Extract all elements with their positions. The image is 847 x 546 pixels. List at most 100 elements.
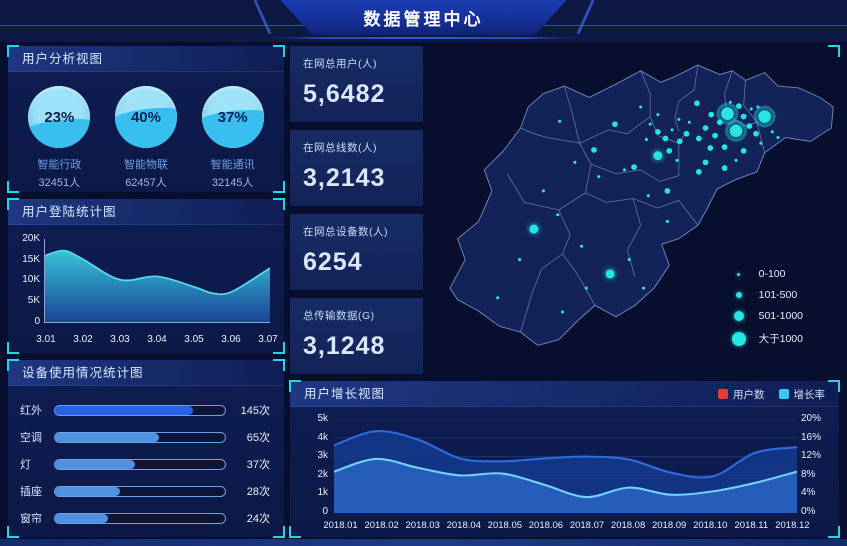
map-data-point xyxy=(631,164,637,170)
growth-chart-legend: 用户数 增长率 xyxy=(718,381,825,407)
map-data-point xyxy=(721,144,728,150)
bar-fill xyxy=(55,432,159,442)
liquid-gauge: 23% 智能行政 32451人 xyxy=(16,86,102,190)
y-tick-label: 4% xyxy=(801,487,816,499)
map-data-point xyxy=(694,100,700,107)
legend-label: 用户数 xyxy=(733,388,765,401)
login-area-chart: 20K 15K 10K 5K 0 xyxy=(8,225,284,353)
x-tick-label: 2018.05 xyxy=(487,520,523,531)
x-tick-label: 2018.01 xyxy=(323,520,358,531)
stats-column: 在网总用户(人) 5,6482 在网总线数(人) 3,2143 在网总设备数(人… xyxy=(290,46,423,374)
content: 用户分析视图 23% 智能行政 32451人 40% 智能物联 62457人 3… xyxy=(7,45,840,538)
stat-label: 在网总用户(人) xyxy=(303,58,377,70)
growth-area-chart: 5k 4k 3k 2k 1k 0 20% 16% 12% 8% 4% 0% 2018.01 2018.… xyxy=(290,407,839,537)
page-title-block: 数据管理中心 xyxy=(280,0,567,35)
map-data-point xyxy=(584,286,588,290)
bar-category-label: 空调 xyxy=(20,432,42,444)
map-data-point xyxy=(728,100,732,104)
map-data-point xyxy=(695,135,702,142)
login-chart-x-axis: 3.01 3.02 3.03 3.04 3.05 3.06 3.07 xyxy=(32,334,282,345)
map-data-point xyxy=(702,125,709,131)
map-legend-item[interactable]: 0-100 xyxy=(731,268,803,280)
panel-user-analysis: 用户分析视图 23% 智能行政 32451人 40% 智能物联 62457人 3… xyxy=(7,45,285,193)
corner-bracket-icon xyxy=(273,526,285,538)
header: 数据管理中心 xyxy=(0,0,847,42)
panel-title-login-stats: 用户登陆统计图 xyxy=(8,198,284,225)
legend-item[interactable]: 用户数 xyxy=(718,387,765,402)
corner-bracket-icon xyxy=(273,342,285,354)
stat-value: 3,1248 xyxy=(303,332,386,360)
gauge-percent: 40% xyxy=(130,108,161,126)
legend-item[interactable]: 增长率 xyxy=(778,387,825,402)
map-data-point xyxy=(721,165,728,171)
bar-value-label: 145次 xyxy=(240,405,270,417)
bar-row: 灯 37次 xyxy=(20,456,270,472)
map-legend-item[interactable]: 大于1000 xyxy=(731,331,803,346)
bar-row: 红外 145次 xyxy=(20,402,270,418)
x-tick-label: 2018.03 xyxy=(405,520,440,531)
map-data-point xyxy=(759,141,763,145)
map-legend-item[interactable]: 101-500 xyxy=(731,289,803,301)
y-tick-label: 20% xyxy=(801,413,822,424)
map-data-point xyxy=(605,269,615,279)
map-data-point xyxy=(776,136,780,140)
bar-value-label: 28次 xyxy=(246,486,270,498)
x-tick-label: 2018.04 xyxy=(446,520,481,531)
x-tick-label: 3.01 xyxy=(36,334,56,345)
y-tick-label: 0 xyxy=(34,315,40,327)
x-tick-label: 3.02 xyxy=(73,334,93,345)
map-data-point xyxy=(656,113,660,117)
y-tick-label: 4k xyxy=(317,431,328,443)
map-data-point xyxy=(654,128,661,135)
gauge-circle: 37% xyxy=(201,86,264,148)
liquid-gauge: 37% 智能通讯 32145人 xyxy=(190,86,276,190)
stat-value: 6254 xyxy=(303,248,363,276)
corner-bracket-icon xyxy=(273,45,285,57)
x-tick-label: 2018.11 xyxy=(734,520,769,531)
map-data-point xyxy=(639,105,643,109)
x-tick-label: 3.04 xyxy=(147,334,167,345)
stat-tile-total-data: 总传输数据(G) 3,1248 xyxy=(290,298,423,374)
footer-strip xyxy=(0,539,847,546)
bar-fill xyxy=(55,405,193,415)
bar-track xyxy=(54,485,226,497)
header-left-slash-decoration xyxy=(252,0,272,34)
x-tick-label: 2018.07 xyxy=(569,520,605,531)
corner-bracket-icon xyxy=(7,180,19,193)
corner-bracket-icon xyxy=(828,526,840,538)
map-data-point xyxy=(734,158,738,162)
gauge-liquid xyxy=(28,128,91,148)
growth-chart-plot xyxy=(334,419,797,513)
map-data-point xyxy=(560,310,565,314)
bar-value-label: 65次 xyxy=(246,432,270,444)
corner-bracket-icon xyxy=(273,180,285,193)
corner-bracket-icon xyxy=(7,342,19,354)
bar-row: 空调 65次 xyxy=(20,429,270,445)
bar-track xyxy=(54,458,226,470)
legend-swatch-icon xyxy=(718,389,728,399)
y-tick-label: 8% xyxy=(801,468,816,480)
gauge-label: 智能行政 xyxy=(37,159,82,171)
gauge-liquid xyxy=(201,120,264,148)
stat-label: 总传输数据(G) xyxy=(303,310,375,322)
login-chart-plot xyxy=(44,238,270,323)
x-tick-label: 3.05 xyxy=(184,334,204,345)
x-tick-label: 2018.12 xyxy=(775,520,810,531)
map-data-point xyxy=(740,148,747,154)
map-data-point xyxy=(496,296,500,300)
corner-bracket-icon xyxy=(828,45,840,57)
gauge-circle: 23% xyxy=(28,86,91,148)
map-data-point xyxy=(695,169,702,175)
corner-bracket-icon xyxy=(289,526,301,538)
login-area-series xyxy=(45,249,270,322)
device-bar-chart: 红外 145次 空调 65次灯 37次 插座 28次 窗帘 24次 xyxy=(8,386,284,526)
stat-value: 3,2143 xyxy=(303,164,386,192)
gauge-count: 32145人 xyxy=(211,177,254,189)
map-legend-item[interactable]: 501-1000 xyxy=(731,310,803,322)
top-row: 在网总用户(人) 5,6482 在网总线数(人) 3,2143 在网总设备数(人… xyxy=(290,45,840,374)
login-chart-y-axis: 20K 15K 10K 5K 0 xyxy=(12,233,40,327)
map-data-point xyxy=(644,137,648,141)
panel-user-growth: 用户增长视图 用户数 增长率 5k 4k 3k 2k 1k 0 xyxy=(289,380,840,538)
header-right-slash-decoration xyxy=(575,0,595,34)
